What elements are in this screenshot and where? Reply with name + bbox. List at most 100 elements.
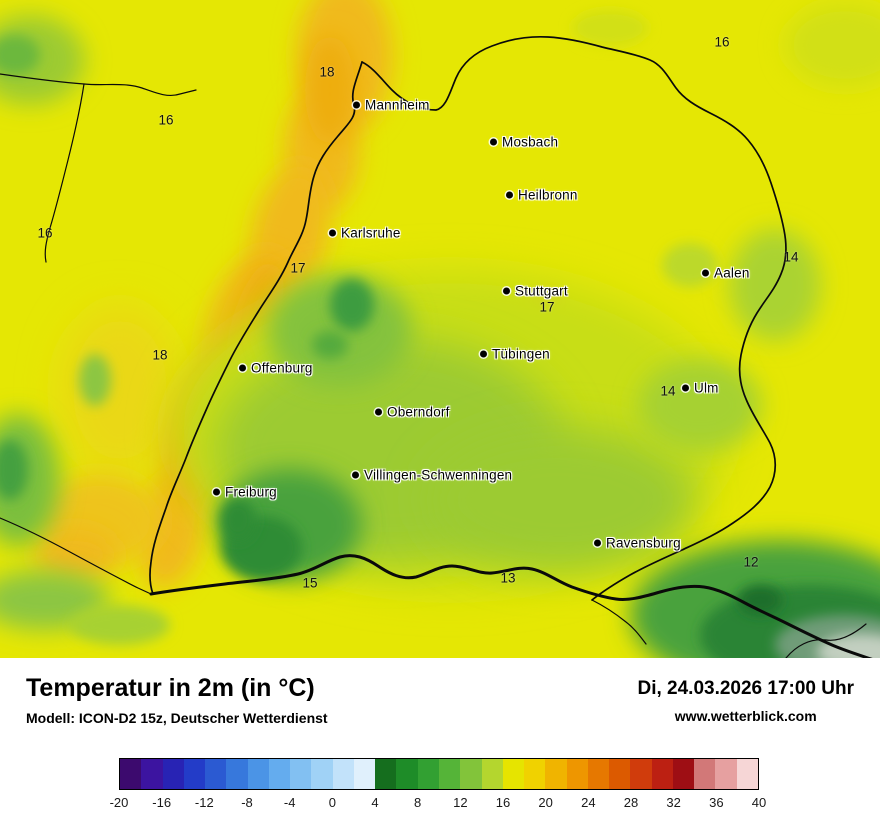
color-scale-segment [268,759,291,789]
temperature-value-label: 12 [743,554,759,570]
color-scale-segment [226,759,248,789]
color-scale-tick-label: 4 [371,795,379,810]
color-scale-tick-label: 28 [623,795,639,810]
city-marker-layer: Mannheim Mosbach Heilbronn Karlsruhe Aalen St… [213,98,750,551]
city-dot [352,471,359,479]
city-dot [702,269,709,277]
city-marker: Ulm [682,381,719,396]
city-label: Stuttgart [515,283,568,299]
legend-right: Di, 24.03.2026 17:00 Uhr www.wetterblick… [637,674,854,724]
city-dot [329,229,336,237]
city-dot [503,287,510,295]
city-marker: Mannheim [353,98,430,113]
color-scale-segment [120,759,142,789]
city-label: Ulm [694,380,719,396]
color-scale-segment [332,759,354,789]
color-scale-segment [460,759,482,789]
temperature-value-label: 17 [539,299,555,315]
city-dot [353,101,360,109]
color-scale-segment [141,759,163,789]
city-marker: Heilbronn [506,188,578,203]
color-scale-segment [609,759,631,789]
city-label: Villingen-Schwenningen [364,467,513,483]
city-label: Tübingen [492,346,550,362]
color-scale-tick-label: 20 [538,795,553,810]
color-scale-segment [353,759,376,789]
color-scale-segment [587,759,610,789]
temperature-value-label: 18 [319,64,335,80]
color-scale-segment [524,759,546,789]
city-dot [213,488,220,496]
color-scale-segment [502,759,525,789]
color-scale-tick-label: 32 [666,795,681,810]
color-scale-segment [183,759,206,789]
temperature-field-graphic [0,0,880,658]
city-label: Offenburg [251,360,313,376]
color-scale-tick-label: 24 [581,795,596,810]
city-dot [490,138,497,146]
temperature-value-label: 14 [660,383,676,399]
website-url: www.wetterblick.com [674,708,817,724]
color-scale-segment [205,759,227,789]
color-scale-segment [438,759,461,789]
color-scale-segment [545,759,567,789]
color-scale-tick-label: -12 [194,795,214,810]
color-scale-tick-label: 8 [414,795,422,810]
color-scale-tick-label: 0 [328,795,336,810]
city-label: Mosbach [502,134,559,150]
color-scale-tick-label: 40 [751,795,767,810]
color-scale-segment [481,759,503,789]
temperature-value-label: 13 [500,570,516,586]
color-scale-segment [417,759,439,789]
color-scale-segment [715,759,737,789]
city-marker: Ravensburg [594,536,681,551]
color-scale-segment [290,759,312,789]
city-marker: Oberndorf [375,405,450,420]
color-scale-segment [672,759,695,789]
color-scale-ticks: -20 -16 -12 -8 -4 0 4 8 12 16 20 24 28 32 36 40 [110,795,767,813]
temperature-value-label: 15 [302,575,318,591]
city-label: Karlsruhe [341,225,401,241]
color-scale-tick-label: 16 [495,795,511,810]
city-label: Freiburg [225,484,277,500]
color-scale-segment [162,759,184,789]
temperature-label-layer: 16 18 16 16 17 14 17 18 14 15 13 12 [37,34,798,591]
map-title: Temperatur in 2m (in °C) [26,674,315,702]
city-label: Ravensburg [606,535,681,551]
city-dot [594,539,601,547]
city-marker: Offenburg [239,361,313,376]
color-scale-segment [694,759,716,789]
color-scale-segment [630,759,652,789]
color-scale-segment [651,759,673,789]
color-scale-tick-label: 36 [709,795,724,810]
city-marker: Freiburg [213,485,277,500]
city-dot [682,384,689,392]
city-dot [375,408,382,416]
color-scale-segment [566,759,588,789]
color-scale-segment [736,759,758,789]
city-marker: Aalen [702,266,750,281]
color-scale-bar [119,758,759,790]
legend-panel: Temperatur in 2m (in °C) Modell: ICON-D2… [0,658,880,830]
temperature-value-label: 17 [290,260,306,276]
valid-datetime: Di, 24.03.2026 17:00 Uhr [637,678,854,699]
city-label: Oberndorf [387,404,450,420]
city-label: Heilbronn [518,187,578,203]
color-scale-segment [311,759,333,789]
city-dot [239,364,246,372]
city-marker: Villingen-Schwenningen [352,468,512,483]
temperature-value-label: 18 [152,347,168,363]
color-scale-tick-label: -20 [109,795,129,810]
city-marker: Karlsruhe [329,226,401,241]
city-marker: Tübingen [480,347,550,362]
city-marker: Mosbach [490,135,558,150]
temperature-value-label: 16 [714,34,730,50]
color-scale-segment [396,759,418,789]
color-scale-tick-label: 12 [453,795,468,810]
color-scale-tick-label: -8 [241,795,253,810]
color-scale-segment [247,759,269,789]
city-label: Mannheim [365,97,430,113]
legend-left: Temperatur in 2m (in °C) Modell: ICON-D2… [26,674,328,726]
color-scale-tick-label: -4 [283,795,296,810]
city-dot [506,191,513,199]
